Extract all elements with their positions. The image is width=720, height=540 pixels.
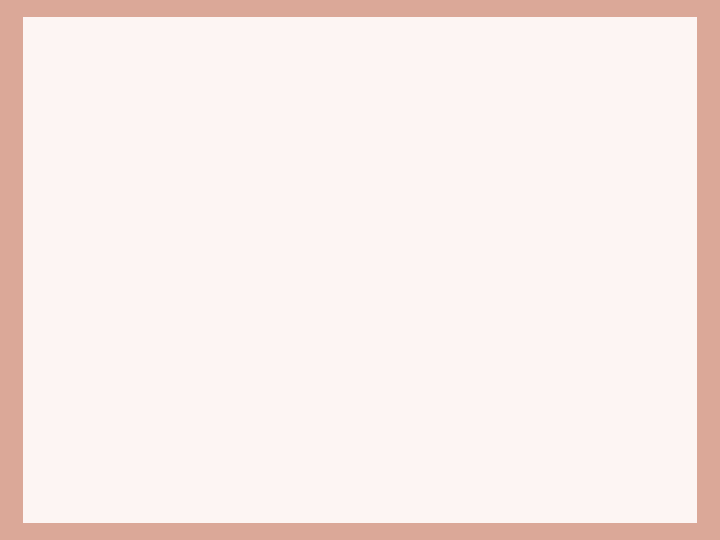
Text: ◦: ◦	[58, 127, 72, 147]
Text: of basement: of basement	[372, 219, 485, 237]
Text: step: step	[102, 455, 140, 472]
Text: fibronectin: fibronectin	[246, 265, 356, 282]
Text: the BM or interstitial ECM, promotes the next: the BM or interstitial ECM, promotes the…	[102, 409, 509, 427]
Text: tissue.: tissue.	[102, 310, 161, 328]
Text: components, mainly: components, mainly	[102, 219, 290, 237]
Circle shape	[611, 450, 673, 497]
Text: Attachment of tumour cells to the components of: Attachment of tumour cells to the compon…	[102, 363, 546, 381]
Text: ◀: ◀	[656, 482, 664, 492]
Text: To penetrate the ECM, tumor cells must adhere: To penetrate the ECM, tumor cells must a…	[102, 127, 528, 145]
Text: of the interstitial: of the interstitial	[356, 265, 513, 282]
Text: membrane and: membrane and	[102, 265, 246, 282]
Text: laminin: laminin	[290, 219, 372, 237]
Text: (through receptors): (through receptors)	[142, 173, 343, 191]
Text: ◦: ◦	[58, 363, 72, 383]
Text: first: first	[102, 173, 142, 191]
Text: to the matrix: to the matrix	[343, 173, 467, 191]
Text: 2. Attachment to matrix components:: 2. Attachment to matrix components:	[58, 51, 515, 71]
